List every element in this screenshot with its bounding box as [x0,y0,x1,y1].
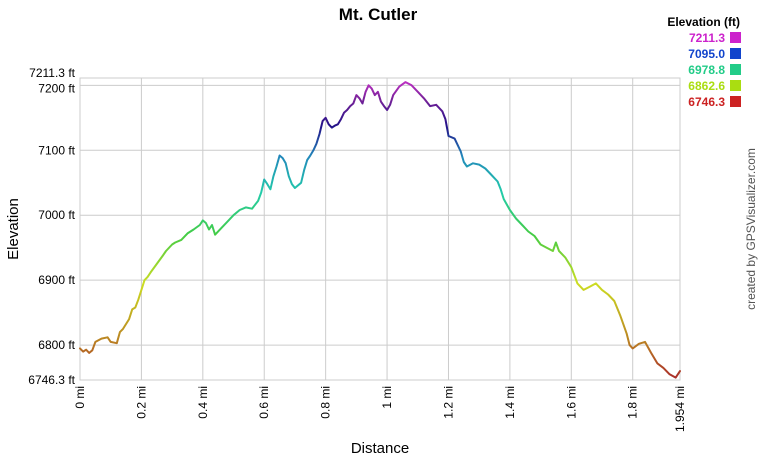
y-tick-label: 7100 ft [38,143,75,157]
x-tick-label: 1 mi [380,386,394,409]
legend-swatch [730,32,741,43]
y-tick-label: 7211.3 ft [29,66,75,80]
y-tick-labels: 6746.3 ft 6800 ft 6900 ft 7000 ft 7100 ft 720… [28,66,75,387]
elevation-series-line [79,81,681,379]
legend-swatch [730,48,741,59]
gridlines [79,77,681,381]
x-tick-labels: 0 mi 0.2 mi 0.4 mi 0.6 mi 0.8 mi 1 mi 1.2 mi 1.… [73,386,687,432]
x-tick-label: 1.6 mi [564,386,578,419]
x-tick-label: 1.2 mi [441,386,455,419]
legend: Elevation (ft) 7211.3 7095.0 6978.8 6862.6 6… [667,15,741,109]
legend-label: 6746.3 [688,95,725,109]
y-tick-label: 6800 ft [38,338,75,352]
legend-label: 7095.0 [688,47,725,61]
y-axis-title: Elevation [5,198,22,260]
legend-swatch [730,64,741,75]
y-tick-label: 7200 ft [38,81,75,95]
y-tick-label: 6900 ft [38,273,75,287]
legend-title: Elevation (ft) [667,15,740,29]
y-tick-label: 7000 ft [38,208,75,222]
chart-title: Mt. Cutler [339,5,418,24]
x-tick-label: 0 mi [73,386,87,409]
legend-swatch [730,96,741,107]
x-tick-label: 0.8 mi [319,386,333,419]
x-tick-label: 0.4 mi [196,386,210,419]
credit-text: created by GPSVisualizer.com [744,148,758,310]
x-axis-title: Distance [351,440,409,457]
legend-entries: 7211.3 7095.0 6978.8 6862.6 6746.3 [688,31,741,109]
legend-label: 6862.6 [688,79,725,93]
y-tick-label: 6746.3 ft [28,373,75,387]
legend-label: 6978.8 [688,63,725,77]
x-tick-label: 0.2 mi [134,386,148,419]
x-tick-label: 0.6 mi [257,386,271,419]
legend-swatch [730,80,741,91]
x-tick-label: 1.8 mi [626,386,640,419]
x-tick-label: 1.954 mi [673,386,687,432]
legend-label: 7211.3 [689,31,725,45]
x-tick-label: 1.4 mi [503,386,517,419]
plot-area [79,77,681,381]
